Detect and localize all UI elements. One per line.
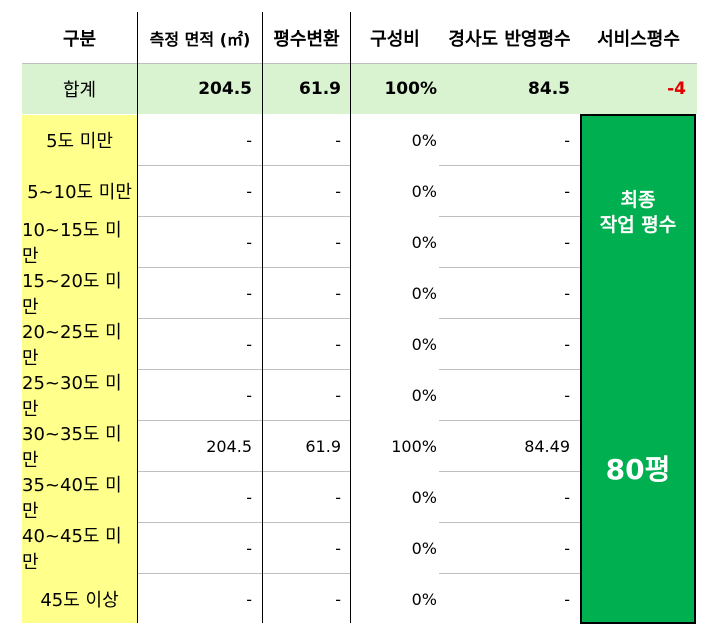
row-pyeong: 61.9 bbox=[305, 436, 341, 456]
row-pyeong: - bbox=[335, 487, 341, 507]
total-row-background bbox=[22, 64, 697, 114]
row-label: 10~15도 미만 bbox=[22, 220, 122, 267]
row-divider bbox=[137, 369, 350, 370]
row-slope-pyeong: - bbox=[564, 181, 570, 201]
header-ratio: 구성비 bbox=[370, 29, 420, 50]
row-ratio: 0% bbox=[411, 130, 437, 150]
row-slope-pyeong: - bbox=[564, 589, 570, 609]
total-pyeong: 61.9 bbox=[299, 79, 341, 99]
total-ratio: 100% bbox=[384, 79, 437, 99]
total-service-pyeong: -4 bbox=[667, 79, 686, 99]
row-label: 25~30도 미만 bbox=[22, 373, 122, 420]
row-divider bbox=[137, 471, 350, 472]
row-divider bbox=[439, 471, 580, 472]
row-divider bbox=[439, 165, 580, 166]
final-title-line2: 작업 평수 bbox=[599, 214, 677, 236]
row-label: 30~35도 미만 bbox=[22, 424, 122, 471]
row-divider bbox=[439, 318, 580, 319]
row-ratio: 0% bbox=[411, 487, 437, 507]
row-slope-pyeong: - bbox=[564, 538, 570, 558]
final-area-value: 80평 bbox=[605, 453, 671, 486]
row-divider bbox=[137, 216, 350, 217]
header-divider bbox=[22, 63, 697, 64]
row-label: 5도 미만 bbox=[46, 131, 113, 152]
row-area: - bbox=[246, 487, 252, 507]
row-area: - bbox=[246, 283, 252, 303]
row-ratio: 0% bbox=[411, 385, 437, 405]
row-label: 5~10도 미만 bbox=[27, 182, 132, 203]
row-area: - bbox=[246, 385, 252, 405]
row-area: - bbox=[246, 538, 252, 558]
row-pyeong: - bbox=[335, 385, 341, 405]
row-ratio: 0% bbox=[411, 538, 437, 558]
col-divider-1 bbox=[137, 12, 138, 623]
total-area: 204.5 bbox=[198, 79, 252, 99]
row-slope-pyeong: 84.49 bbox=[524, 436, 570, 456]
header-service-pyeong: 서비스평수 bbox=[597, 29, 680, 50]
row-pyeong: - bbox=[335, 334, 341, 354]
row-ratio: 0% bbox=[411, 589, 437, 609]
row-ratio: 0% bbox=[411, 232, 437, 252]
row-divider bbox=[137, 573, 350, 574]
row-label: 15~20도 미만 bbox=[22, 271, 122, 318]
row-label: 45도 이상 bbox=[40, 590, 119, 611]
row-pyeong: - bbox=[335, 283, 341, 303]
row-slope-pyeong: - bbox=[564, 130, 570, 150]
total-slope-pyeong: 84.5 bbox=[528, 79, 570, 99]
row-slope-pyeong: - bbox=[564, 232, 570, 252]
row-divider bbox=[137, 165, 350, 166]
row-slope-pyeong: - bbox=[564, 487, 570, 507]
row-divider bbox=[439, 420, 580, 421]
final-area-title: 최종 작업 평수 bbox=[580, 188, 696, 238]
row-pyeong: - bbox=[335, 232, 341, 252]
row-ratio: 0% bbox=[411, 181, 437, 201]
header-pyeong: 평수변환 bbox=[273, 29, 340, 50]
final-area-box bbox=[580, 114, 696, 624]
row-label: 40~45도 미만 bbox=[22, 526, 122, 573]
row-divider bbox=[439, 369, 580, 370]
row-area: - bbox=[246, 130, 252, 150]
row-pyeong: - bbox=[335, 130, 341, 150]
row-area: 204.5 bbox=[206, 436, 252, 456]
row-slope-pyeong: - bbox=[564, 334, 570, 354]
row-label: 35~40도 미만 bbox=[22, 475, 122, 522]
header-slope-pyeong: 경사도 반영평수 bbox=[448, 29, 571, 50]
row-pyeong: - bbox=[335, 181, 341, 201]
row-divider bbox=[439, 573, 580, 574]
row-area: - bbox=[246, 589, 252, 609]
row-area: - bbox=[246, 232, 252, 252]
row-pyeong: - bbox=[335, 538, 341, 558]
row-ratio: 100% bbox=[391, 436, 437, 456]
row-ratio: 0% bbox=[411, 334, 437, 354]
row-pyeong: - bbox=[335, 589, 341, 609]
header-category: 구분 bbox=[62, 29, 97, 50]
row-area: - bbox=[246, 181, 252, 201]
row-divider bbox=[137, 420, 350, 421]
col-divider-3 bbox=[350, 12, 351, 623]
row-divider bbox=[137, 318, 350, 319]
row-area: - bbox=[246, 334, 252, 354]
col-divider-2 bbox=[262, 12, 263, 623]
total-label: 합계 bbox=[62, 80, 97, 101]
row-ratio: 0% bbox=[411, 283, 437, 303]
row-divider bbox=[439, 267, 580, 268]
row-divider bbox=[137, 267, 350, 268]
row-slope-pyeong: - bbox=[564, 385, 570, 405]
row-divider bbox=[439, 522, 580, 523]
row-slope-pyeong: - bbox=[564, 283, 570, 303]
header-area: 측정 면적 (㎡) bbox=[149, 30, 251, 49]
row-divider bbox=[137, 522, 350, 523]
row-label: 20~25도 미만 bbox=[22, 322, 122, 369]
row-divider bbox=[439, 216, 580, 217]
final-title-line1: 최종 bbox=[620, 189, 656, 211]
range-label-column bbox=[22, 115, 137, 623]
